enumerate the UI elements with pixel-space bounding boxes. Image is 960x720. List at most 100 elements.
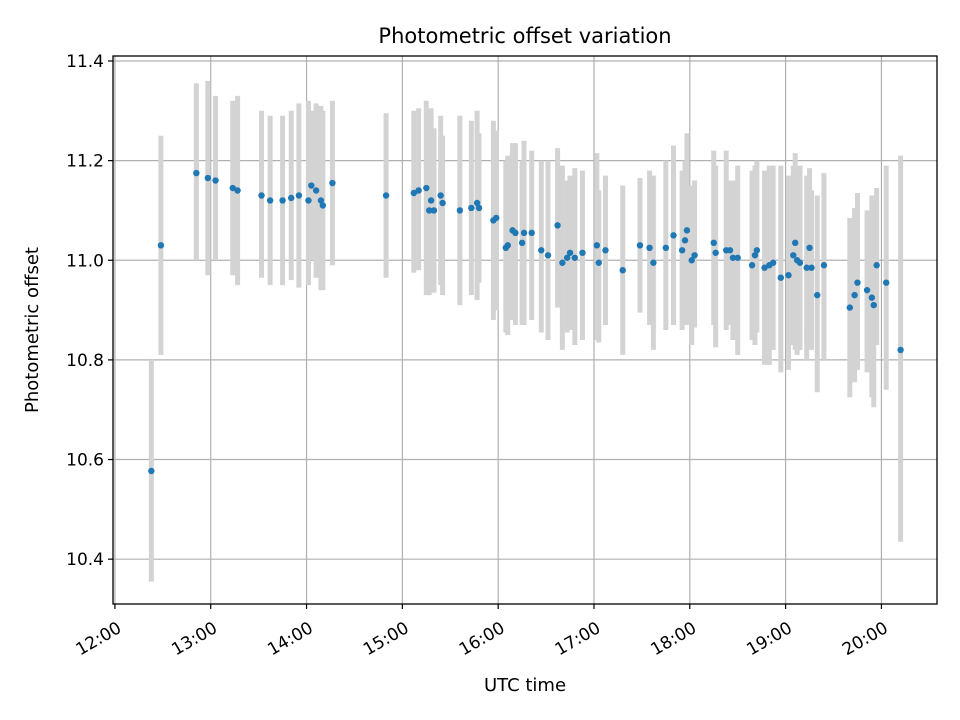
- data-point: [571, 254, 579, 261]
- data-point: [769, 259, 777, 266]
- data-point: [820, 262, 828, 269]
- data-point: [662, 244, 670, 251]
- chart-title: Photometric offset variation: [378, 24, 671, 48]
- data-point: [295, 192, 303, 199]
- data-point: [678, 247, 686, 254]
- x-axis-label: UTC time: [484, 675, 566, 696]
- data-point: [753, 247, 761, 254]
- data-point: [425, 207, 433, 214]
- data-point: [563, 254, 571, 261]
- data-point: [193, 169, 200, 177]
- data-point: [538, 247, 545, 254]
- data-point: [266, 197, 274, 204]
- data-point: [157, 242, 165, 249]
- data-point: [554, 222, 561, 229]
- data-point: [593, 242, 601, 249]
- data-point: [520, 229, 528, 237]
- point-layer: [148, 169, 904, 475]
- data-point: [410, 189, 418, 197]
- data-point: [863, 286, 871, 294]
- data-point: [873, 262, 880, 269]
- data-point: [870, 301, 877, 309]
- y-tick-label: 10.8: [66, 351, 104, 371]
- data-point: [688, 257, 695, 264]
- data-point: [808, 264, 815, 271]
- data-point: [456, 207, 464, 214]
- data-point: [544, 252, 552, 259]
- data-point: [317, 197, 325, 204]
- data-point: [566, 249, 574, 256]
- data-point: [883, 279, 890, 286]
- data-point: [683, 227, 691, 234]
- data-point: [636, 242, 644, 249]
- data-point: [518, 239, 526, 247]
- data-point: [329, 179, 336, 187]
- data-point: [650, 259, 657, 266]
- data-point: [803, 264, 810, 271]
- data-point: [854, 279, 861, 286]
- data-point: [851, 291, 858, 299]
- data-point: [595, 259, 602, 266]
- data-point: [319, 202, 327, 209]
- plot-frame: [112, 55, 938, 605]
- data-point: [204, 174, 212, 182]
- data-point: [670, 232, 677, 239]
- data-point: [415, 187, 422, 194]
- data-point: [846, 304, 854, 311]
- y-axis-label: Photometric offset: [22, 247, 43, 413]
- data-point: [423, 184, 430, 192]
- data-point: [279, 197, 286, 204]
- data-point: [559, 259, 566, 266]
- data-point: [646, 244, 653, 251]
- data-point: [790, 252, 797, 259]
- data-point: [761, 264, 768, 271]
- data-point: [430, 207, 438, 214]
- data-point: [868, 294, 876, 301]
- data-point: [729, 254, 737, 261]
- data-point: [148, 467, 155, 475]
- data-point: [748, 262, 756, 269]
- data-point: [528, 229, 535, 237]
- data-point: [229, 184, 236, 192]
- data-point: [726, 247, 734, 254]
- data-point: [475, 204, 483, 212]
- data-point: [806, 244, 813, 251]
- y-tick-label: 10.4: [66, 550, 104, 570]
- data-point: [308, 182, 315, 189]
- data-point: [437, 192, 444, 199]
- data-point: [504, 242, 511, 249]
- data-point: [234, 187, 241, 194]
- data-point: [468, 204, 475, 212]
- data-point: [710, 239, 717, 247]
- data-point: [312, 187, 320, 194]
- y-tick-label: 10.6: [66, 451, 104, 471]
- data-point: [258, 192, 265, 199]
- y-tick-label: 11.0: [66, 251, 104, 271]
- y-tick-label: 11.4: [66, 52, 104, 72]
- data-point: [305, 197, 312, 204]
- data-point: [579, 249, 586, 256]
- data-point: [439, 199, 446, 207]
- data-point: [897, 346, 904, 354]
- data-point: [288, 194, 295, 202]
- data-point: [691, 252, 698, 259]
- data-point: [619, 267, 626, 274]
- data-point: [681, 237, 689, 244]
- y-tick-label: 11.2: [66, 152, 104, 172]
- data-point: [473, 199, 481, 207]
- data-point: [712, 249, 719, 256]
- data-point: [493, 214, 500, 222]
- data-point: [427, 197, 435, 204]
- data-point: [382, 192, 390, 199]
- data-point: [212, 177, 219, 184]
- data-point: [814, 291, 821, 299]
- data-point: [785, 272, 792, 279]
- data-point: [734, 254, 741, 261]
- data-point: [751, 252, 759, 259]
- data-point: [791, 239, 799, 247]
- data-point: [602, 247, 609, 254]
- data-point: [796, 259, 804, 266]
- data-point: [512, 229, 519, 237]
- data-point: [777, 274, 785, 281]
